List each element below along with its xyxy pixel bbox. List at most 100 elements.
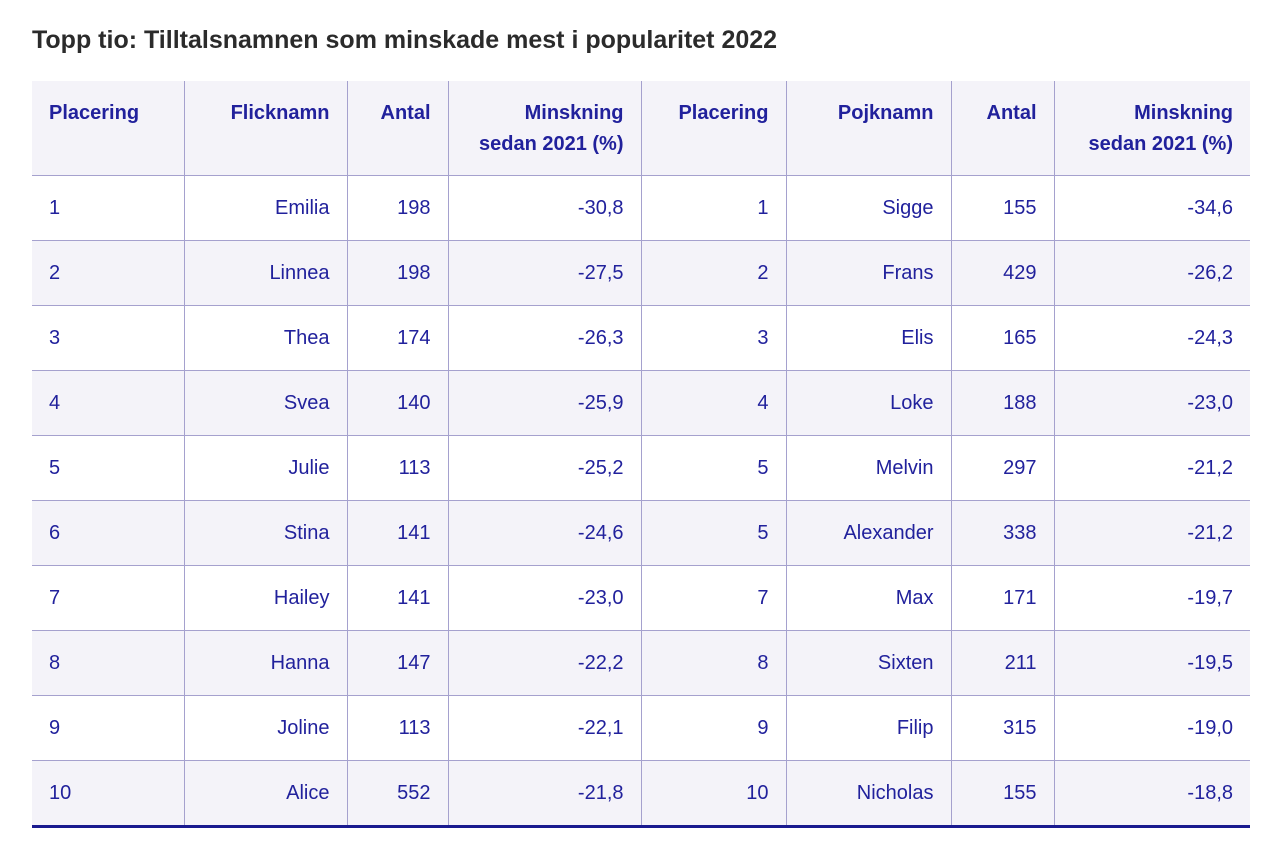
cell-antal-boys: 315	[950, 695, 1054, 761]
cell-antal-girls: 552	[346, 760, 448, 827]
cell-placering-boys: 1	[640, 175, 786, 241]
names-table: Placering Flicknamn Antal Minskning seda…	[32, 81, 1250, 828]
table-row: 9 Joline 113 -22,1 9 Filip 315 -19,0	[32, 695, 1250, 761]
cell-pojknamn: Melvin	[785, 435, 951, 501]
cell-flicknamn: Thea	[183, 305, 347, 371]
table-row: 7 Hailey 141 -23,0 7 Max 171 -19,7	[32, 565, 1250, 631]
cell-minskning-girls: -26,3	[447, 305, 641, 371]
cell-minskning-girls: -25,2	[447, 435, 641, 501]
cell-pojknamn: Nicholas	[785, 760, 951, 827]
cell-minskning-boys: -21,2	[1053, 500, 1250, 566]
cell-flicknamn: Svea	[183, 370, 347, 436]
cell-antal-boys: 338	[950, 500, 1054, 566]
cell-placering-girls: 9	[32, 695, 184, 761]
cell-minskning-girls: -21,8	[447, 760, 641, 827]
cell-placering-boys: 3	[640, 305, 786, 371]
cell-minskning-boys: -23,0	[1053, 370, 1250, 436]
cell-placering-girls: 5	[32, 435, 184, 501]
cell-placering-boys: 8	[640, 630, 786, 696]
table-row: 1 Emilia 198 -30,8 1 Sigge 155 -34,6	[32, 175, 1250, 241]
cell-flicknamn: Emilia	[183, 175, 347, 241]
header-antal-girls: Antal	[346, 81, 448, 176]
cell-pojknamn: Loke	[785, 370, 951, 436]
cell-antal-girls: 140	[346, 370, 448, 436]
cell-placering-boys: 9	[640, 695, 786, 761]
cell-antal-boys: 429	[950, 240, 1054, 306]
cell-pojknamn: Sigge	[785, 175, 951, 241]
table-row: 2 Linnea 198 -27,5 2 Frans 429 -26,2	[32, 240, 1250, 306]
header-minskning-girls: Minskning sedan 2021 (%)	[447, 81, 641, 176]
cell-placering-girls: 7	[32, 565, 184, 631]
cell-antal-boys: 297	[950, 435, 1054, 501]
cell-antal-boys: 171	[950, 565, 1054, 631]
cell-placering-boys: 7	[640, 565, 786, 631]
cell-pojknamn: Max	[785, 565, 951, 631]
cell-antal-boys: 188	[950, 370, 1054, 436]
cell-pojknamn: Alexander	[785, 500, 951, 566]
cell-antal-girls: 141	[346, 500, 448, 566]
cell-placering-boys: 5	[640, 435, 786, 501]
cell-minskning-boys: -19,0	[1053, 695, 1250, 761]
cell-pojknamn: Elis	[785, 305, 951, 371]
table-row: 5 Julie 113 -25,2 5 Melvin 297 -21,2	[32, 435, 1250, 501]
cell-placering-girls: 8	[32, 630, 184, 696]
cell-minskning-girls: -22,1	[447, 695, 641, 761]
page-title: Topp tio: Tilltalsnamnen som minskade me…	[32, 26, 778, 54]
cell-minskning-boys: -24,3	[1053, 305, 1250, 371]
cell-flicknamn: Linnea	[183, 240, 347, 306]
cell-placering-girls: 1	[32, 175, 184, 241]
table-row: 10 Alice 552 -21,8 10 Nicholas 155 -18,8	[32, 760, 1250, 827]
cell-flicknamn: Hanna	[183, 630, 347, 696]
cell-antal-boys: 211	[950, 630, 1054, 696]
cell-antal-boys: 165	[950, 305, 1054, 371]
cell-antal-boys: 155	[950, 175, 1054, 241]
cell-minskning-boys: -26,2	[1053, 240, 1250, 306]
cell-placering-boys: 2	[640, 240, 786, 306]
cell-antal-boys: 155	[950, 760, 1054, 827]
cell-minskning-girls: -22,2	[447, 630, 641, 696]
cell-antal-girls: 147	[346, 630, 448, 696]
table-row: 4 Svea 140 -25,9 4 Loke 188 -23,0	[32, 370, 1250, 436]
header-antal-boys: Antal	[950, 81, 1054, 176]
cell-pojknamn: Filip	[785, 695, 951, 761]
cell-placering-boys: 10	[640, 760, 786, 827]
cell-minskning-girls: -23,0	[447, 565, 641, 631]
page: Topp tio: Tilltalsnamnen som minskade me…	[32, 26, 1250, 828]
cell-minskning-girls: -30,8	[447, 175, 641, 241]
header-flicknamn: Flicknamn	[183, 81, 347, 176]
header-pojknamn: Pojknamn	[785, 81, 951, 176]
cell-minskning-boys: -18,8	[1053, 760, 1250, 827]
cell-placering-girls: 6	[32, 500, 184, 566]
cell-minskning-boys: -34,6	[1053, 175, 1250, 241]
table-header-row: Placering Flicknamn Antal Minskning seda…	[32, 81, 1250, 176]
cell-minskning-boys: -19,7	[1053, 565, 1250, 631]
header-minskning-boys: Minskning sedan 2021 (%)	[1053, 81, 1250, 176]
cell-placering-girls: 10	[32, 760, 184, 827]
cell-pojknamn: Frans	[785, 240, 951, 306]
table-row: 8 Hanna 147 -22,2 8 Sixten 211 -19,5	[32, 630, 1250, 696]
cell-placering-girls: 2	[32, 240, 184, 306]
cell-flicknamn: Stina	[183, 500, 347, 566]
cell-placering-girls: 4	[32, 370, 184, 436]
cell-antal-girls: 198	[346, 175, 448, 241]
cell-pojknamn: Sixten	[785, 630, 951, 696]
table-row: 3 Thea 174 -26,3 3 Elis 165 -24,3	[32, 305, 1250, 371]
header-placering-girls: Placering	[32, 81, 184, 176]
cell-minskning-boys: -19,5	[1053, 630, 1250, 696]
cell-flicknamn: Alice	[183, 760, 347, 827]
cell-antal-girls: 113	[346, 435, 448, 501]
cell-placering-boys: 4	[640, 370, 786, 436]
table-row: 6 Stina 141 -24,6 5 Alexander 338 -21,2	[32, 500, 1250, 566]
cell-minskning-girls: -27,5	[447, 240, 641, 306]
cell-antal-girls: 141	[346, 565, 448, 631]
cell-minskning-boys: -21,2	[1053, 435, 1250, 501]
cell-flicknamn: Julie	[183, 435, 347, 501]
cell-minskning-girls: -24,6	[447, 500, 641, 566]
cell-flicknamn: Hailey	[183, 565, 347, 631]
cell-minskning-girls: -25,9	[447, 370, 641, 436]
cell-placering-girls: 3	[32, 305, 184, 371]
header-placering-boys: Placering	[640, 81, 786, 176]
cell-antal-girls: 113	[346, 695, 448, 761]
cell-placering-boys: 5	[640, 500, 786, 566]
cell-antal-girls: 198	[346, 240, 448, 306]
